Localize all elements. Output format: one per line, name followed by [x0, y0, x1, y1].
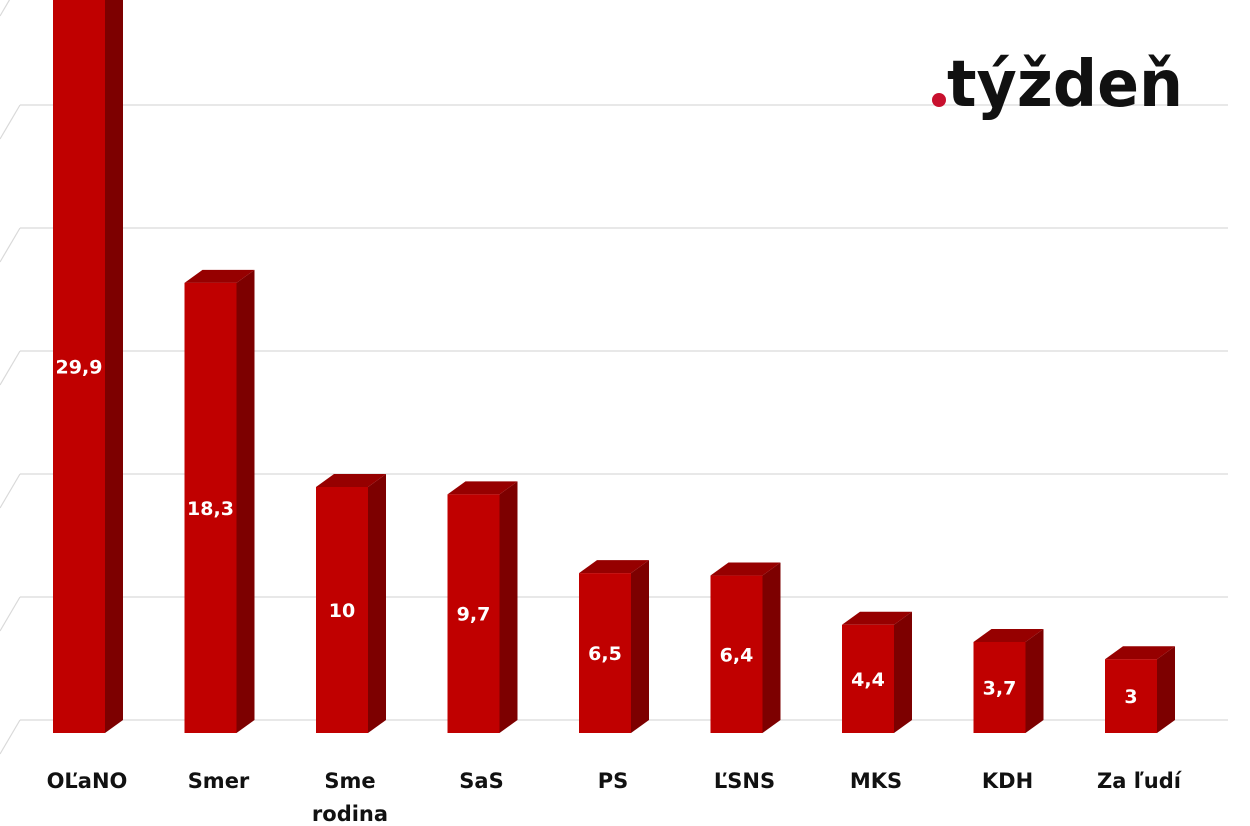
bar-top [973, 628, 1044, 642]
bar: 6,4 [710, 562, 781, 733]
category-label-line: rodina [312, 802, 388, 826]
bar-value-label: 10 [329, 600, 355, 622]
category-label: MKS [850, 769, 902, 793]
bar-front [973, 641, 1026, 733]
bar-front [842, 624, 894, 733]
bar-value-label: 4,4 [851, 669, 885, 691]
category-label-line: PS [598, 769, 629, 793]
bar-side [1025, 628, 1044, 733]
bar-value-label: 9,7 [457, 604, 491, 626]
bar-top [579, 560, 649, 574]
logo-text: týždeň [947, 48, 1183, 122]
bar: 10 [316, 474, 386, 733]
category-label-line: Za ľudí [1097, 769, 1183, 793]
bar-top [184, 269, 255, 283]
bar-front [710, 575, 763, 733]
bar-front [184, 282, 237, 733]
bar: 3,7 [973, 628, 1044, 733]
bar-value-label: 3 [1124, 686, 1137, 708]
bar: 4,4 [842, 611, 912, 733]
bar-side [762, 562, 781, 733]
bar-top [842, 611, 912, 625]
gridline-slant [0, 227, 21, 263]
bar-side [894, 611, 912, 733]
category-label-line: Smer [188, 769, 250, 793]
bar: 6,5 [579, 560, 649, 733]
category-label: OĽaNO [47, 769, 128, 793]
bar-top [1105, 646, 1175, 660]
category-label: KDH [982, 769, 1033, 793]
category-label: ĽSNS [714, 769, 775, 793]
bar-front [316, 487, 368, 733]
category-label: Za ľudí [1097, 769, 1183, 793]
bar-value-label: 3,7 [983, 677, 1017, 699]
category-label: Smer [188, 769, 250, 793]
bar: 9,7 [447, 481, 518, 733]
gridline-slant [0, 596, 21, 632]
bar-top [316, 474, 386, 487]
category-label-line: OĽaNO [47, 769, 128, 793]
bar: 3 [1105, 646, 1175, 733]
bar-value-label: 29,9 [56, 357, 103, 379]
category-label-line: Sme [324, 769, 375, 793]
bar-side [499, 481, 518, 733]
gridline-slant [0, 104, 21, 140]
bar-top [710, 562, 781, 576]
bar-front [53, 0, 105, 733]
gridline-slant [0, 0, 11, 17]
category-label-line: ĽSNS [714, 769, 775, 793]
bar: 18,3 [184, 269, 255, 733]
bar-front [447, 494, 500, 733]
category-label-line: MKS [850, 769, 902, 793]
logo-dot-icon [932, 93, 946, 107]
bar-side [1157, 646, 1175, 733]
bar-front [1105, 659, 1157, 733]
category-label-line: KDH [982, 769, 1033, 793]
bar-value-label: 6,4 [720, 644, 754, 666]
bars: 29,9 18,3 10 9,7 6,5 6,4 4,4 3,7 3 [53, 0, 1175, 733]
bar-side [368, 474, 386, 733]
category-label-line: SaS [459, 769, 503, 793]
tyzden-logo: týždeň [932, 48, 1183, 122]
bar-side [631, 560, 649, 733]
bar-side [236, 269, 255, 733]
bar-side [105, 0, 123, 733]
bar-value-label: 6,5 [588, 643, 622, 665]
bar-front [579, 573, 631, 733]
bar-value-label: 18,3 [187, 498, 234, 520]
bar-top [447, 481, 518, 495]
category-labels: OĽaNO Smer Sme rodina SaS PS ĽSNS MKS KDH Za ľudí [47, 769, 1183, 826]
gridline-slant [0, 350, 21, 386]
bar: 29,9 [53, 0, 123, 733]
gridline-slant [0, 719, 21, 755]
category-label: SaS [459, 769, 503, 793]
category-label: Sme rodina [312, 769, 388, 826]
category-label: PS [598, 769, 629, 793]
gridline-slant [0, 473, 21, 509]
